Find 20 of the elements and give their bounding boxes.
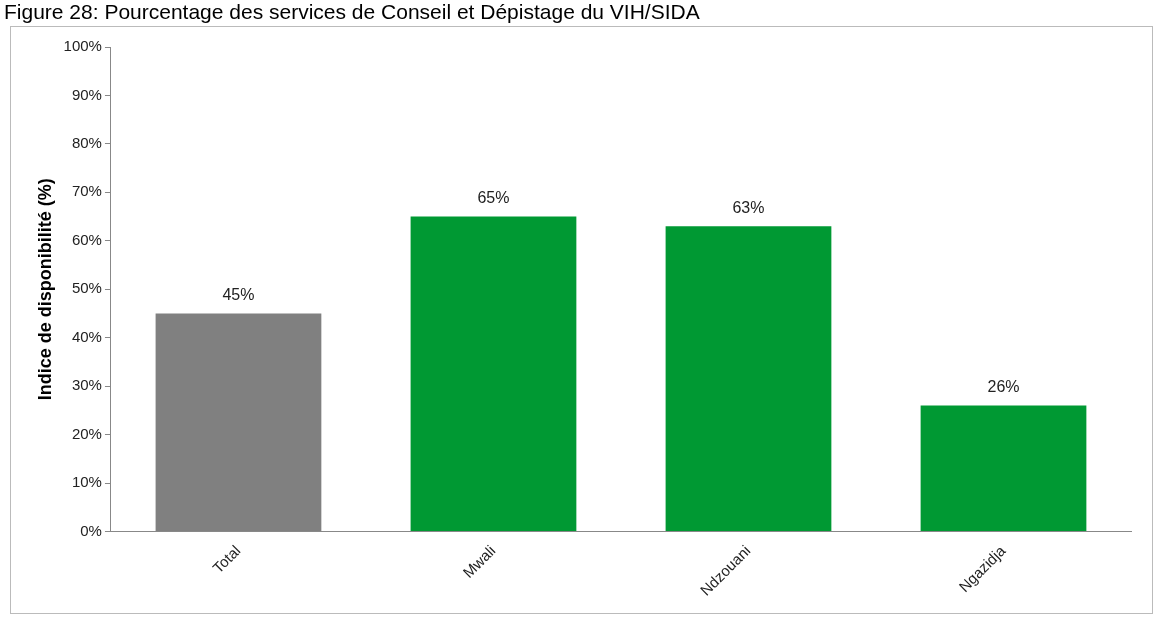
- data-label: 26%: [987, 377, 1020, 395]
- y-axis-title: Indice de disponibilité (%): [34, 178, 55, 401]
- data-label: 63%: [732, 198, 765, 216]
- bar: [920, 405, 1087, 531]
- bar: [665, 226, 832, 531]
- y-tick-label: 0%: [80, 521, 102, 539]
- data-label: 45%: [222, 285, 255, 303]
- y-tick-label: 50%: [71, 279, 102, 297]
- y-tick-label: 30%: [71, 376, 102, 394]
- y-tick-label: 10%: [71, 473, 102, 491]
- y-tick-label: 70%: [71, 182, 102, 200]
- bar: [410, 216, 577, 531]
- y-tick-label: 80%: [71, 134, 102, 152]
- y-tick-label: 40%: [71, 327, 102, 345]
- y-tick-label: 100%: [63, 37, 102, 55]
- y-tick-label: 90%: [71, 85, 102, 103]
- y-tick-label: 20%: [71, 424, 102, 442]
- data-label: 65%: [477, 188, 510, 206]
- y-tick-label: 60%: [71, 230, 102, 248]
- chart-title: Figure 28: Pourcentage des services de Conseil et Dépistage du VIH/SIDA: [4, 0, 700, 24]
